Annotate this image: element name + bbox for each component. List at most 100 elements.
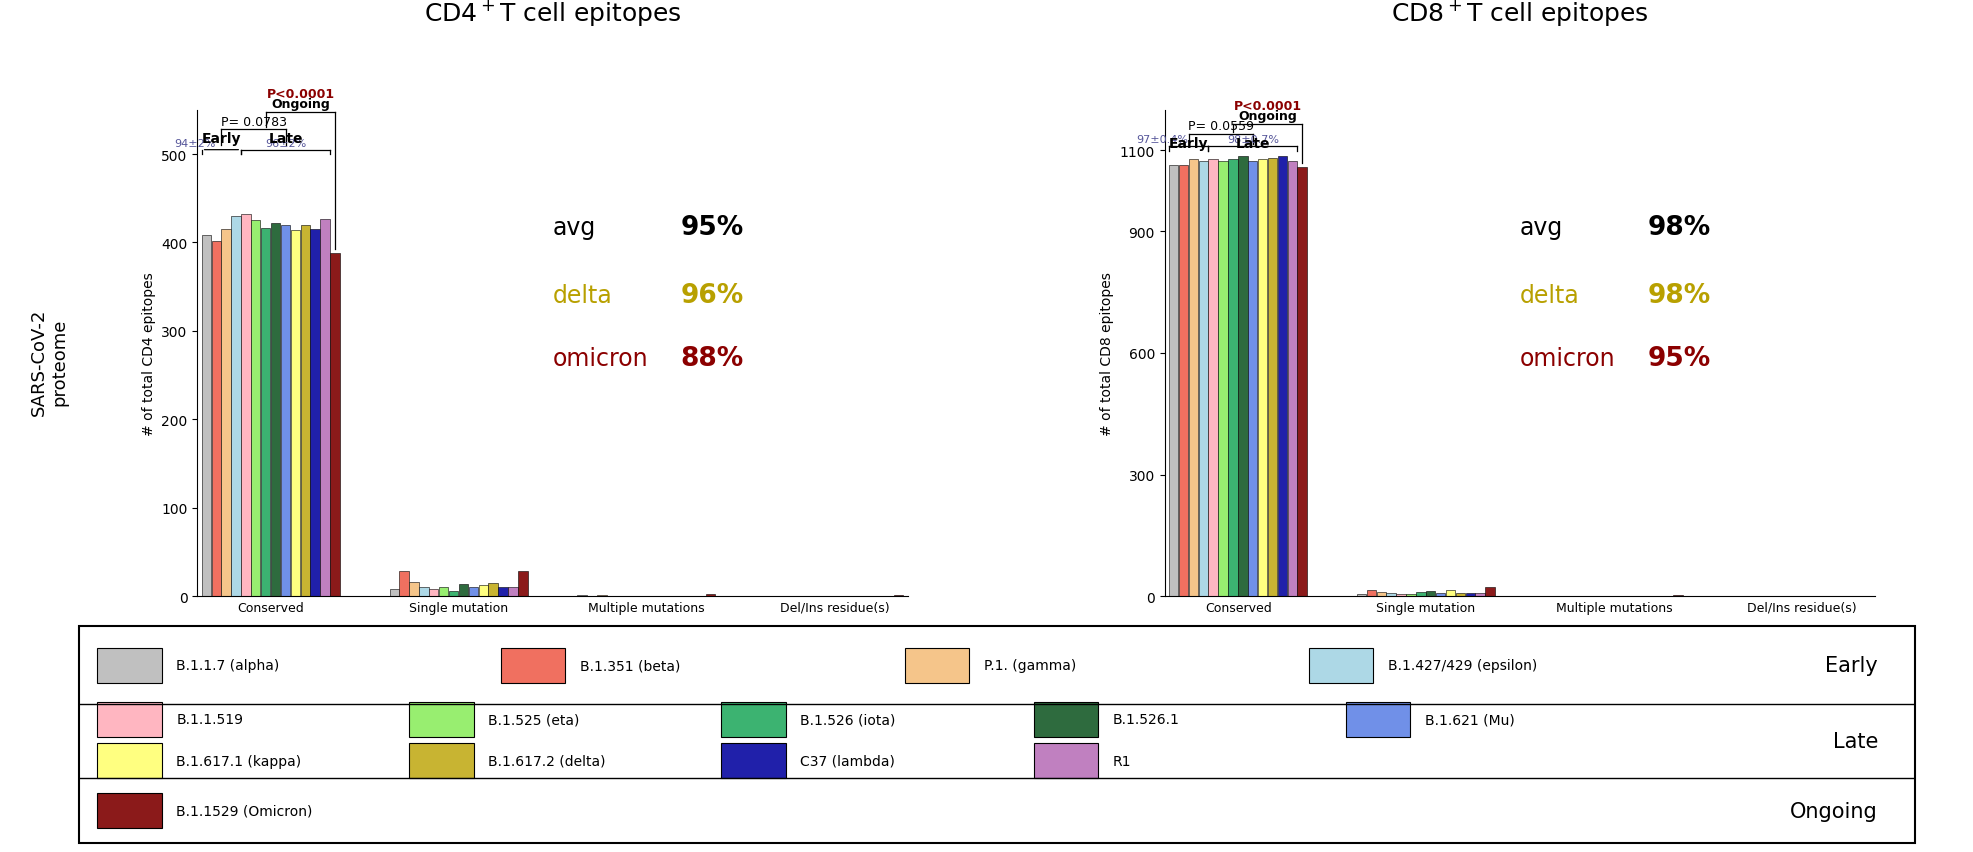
Text: Late: Late xyxy=(1235,137,1269,151)
Text: 96%: 96% xyxy=(681,282,744,308)
Bar xyxy=(1237,158,1247,596)
Bar xyxy=(517,572,527,596)
Bar xyxy=(418,588,428,596)
Text: SARS-CoV-2
proteome: SARS-CoV-2 proteome xyxy=(30,308,69,416)
Text: B.1.1.7 (alpha): B.1.1.7 (alpha) xyxy=(176,659,280,672)
Text: B.1.617.2 (delta): B.1.617.2 (delta) xyxy=(487,754,606,768)
Text: B.1.1.519: B.1.1.519 xyxy=(176,712,243,727)
Bar xyxy=(270,224,280,596)
Text: 96±2%: 96±2% xyxy=(264,139,306,149)
Bar xyxy=(251,221,260,596)
Text: Ongoing: Ongoing xyxy=(1237,110,1296,123)
Text: Ongoing: Ongoing xyxy=(1790,801,1876,820)
Bar xyxy=(468,588,477,596)
Bar xyxy=(310,230,320,596)
Text: B.1.621 (Mu): B.1.621 (Mu) xyxy=(1425,712,1513,727)
Bar xyxy=(1247,161,1257,596)
Title: CD8$^+$T cell epitopes: CD8$^+$T cell epitopes xyxy=(1391,0,1647,27)
Bar xyxy=(438,588,448,596)
Text: Ongoing: Ongoing xyxy=(270,98,329,111)
Bar xyxy=(477,586,487,596)
Text: B.1.427/429 (epsilon): B.1.427/429 (epsilon) xyxy=(1387,659,1537,672)
Bar xyxy=(458,584,468,596)
Bar xyxy=(1277,158,1286,596)
FancyBboxPatch shape xyxy=(1034,744,1097,779)
Text: 98%: 98% xyxy=(1647,215,1711,240)
Bar xyxy=(1267,158,1277,596)
Bar xyxy=(320,219,329,596)
FancyBboxPatch shape xyxy=(1034,702,1097,737)
FancyBboxPatch shape xyxy=(97,744,162,779)
Bar xyxy=(1365,590,1375,596)
Text: 95%: 95% xyxy=(681,215,744,240)
Title: CD4$^+$T cell epitopes: CD4$^+$T cell epitopes xyxy=(424,0,681,27)
Text: Late: Late xyxy=(1831,731,1876,751)
Bar xyxy=(1375,592,1385,596)
Bar xyxy=(428,590,438,596)
Text: 98±0.7%: 98±0.7% xyxy=(1227,135,1279,145)
Bar xyxy=(241,215,251,596)
Bar xyxy=(1178,165,1188,596)
Text: P= 0.0783: P= 0.0783 xyxy=(221,115,286,129)
FancyBboxPatch shape xyxy=(97,702,162,737)
Text: P.1. (gamma): P.1. (gamma) xyxy=(983,659,1075,672)
Bar xyxy=(408,582,418,596)
Text: 98%: 98% xyxy=(1647,282,1711,308)
FancyBboxPatch shape xyxy=(722,702,785,737)
Bar xyxy=(1355,595,1365,596)
Text: B.1.526 (iota): B.1.526 (iota) xyxy=(799,712,896,727)
Text: B.1.525 (eta): B.1.525 (eta) xyxy=(487,712,580,727)
Bar xyxy=(399,572,408,596)
FancyBboxPatch shape xyxy=(906,648,969,682)
Text: omicron: omicron xyxy=(1519,347,1614,371)
Bar xyxy=(221,230,231,596)
Text: P= 0.0559: P= 0.0559 xyxy=(1188,120,1253,133)
Bar xyxy=(1405,595,1415,596)
Bar xyxy=(329,254,339,596)
FancyBboxPatch shape xyxy=(1308,648,1373,682)
FancyBboxPatch shape xyxy=(722,744,785,779)
Text: delta: delta xyxy=(1519,284,1578,308)
Text: Late: Late xyxy=(268,132,302,146)
Text: R1: R1 xyxy=(1113,754,1131,768)
Text: 97±0.4%: 97±0.4% xyxy=(1134,135,1188,145)
Y-axis label: # of total CD8 epitopes: # of total CD8 epitopes xyxy=(1099,272,1113,435)
Bar xyxy=(1217,161,1227,596)
Text: delta: delta xyxy=(552,284,612,308)
Text: avg: avg xyxy=(1519,216,1563,239)
Text: B.1.1529 (Omicron): B.1.1529 (Omicron) xyxy=(176,804,312,818)
FancyBboxPatch shape xyxy=(1346,702,1409,737)
Bar xyxy=(706,595,714,596)
Text: P<0.0001: P<0.0001 xyxy=(266,88,335,101)
FancyBboxPatch shape xyxy=(408,744,474,779)
Bar xyxy=(1227,159,1237,596)
Bar xyxy=(507,588,517,596)
Bar xyxy=(1188,159,1198,596)
Bar xyxy=(1168,165,1178,596)
Text: omicron: omicron xyxy=(552,347,647,371)
FancyBboxPatch shape xyxy=(79,626,1914,843)
FancyBboxPatch shape xyxy=(97,648,162,682)
Bar xyxy=(280,226,290,596)
Text: 88%: 88% xyxy=(681,345,744,371)
FancyBboxPatch shape xyxy=(408,702,474,737)
Bar xyxy=(1198,161,1207,596)
Text: B.1.526.1: B.1.526.1 xyxy=(1113,712,1178,727)
FancyBboxPatch shape xyxy=(501,648,564,682)
Bar xyxy=(389,590,399,596)
Text: 94±2%: 94±2% xyxy=(174,139,215,149)
Bar xyxy=(1484,588,1494,596)
Bar xyxy=(1444,590,1454,596)
Text: B.1.351 (beta): B.1.351 (beta) xyxy=(580,659,681,672)
Bar xyxy=(1395,594,1405,596)
Bar xyxy=(1286,161,1296,596)
Bar xyxy=(448,591,458,596)
Text: Early: Early xyxy=(1168,137,1207,151)
Bar xyxy=(1434,593,1444,596)
Bar xyxy=(1415,592,1425,596)
FancyBboxPatch shape xyxy=(97,793,162,828)
Bar xyxy=(1454,593,1464,596)
Bar xyxy=(300,226,310,596)
Bar xyxy=(497,588,507,596)
Bar xyxy=(201,236,211,596)
